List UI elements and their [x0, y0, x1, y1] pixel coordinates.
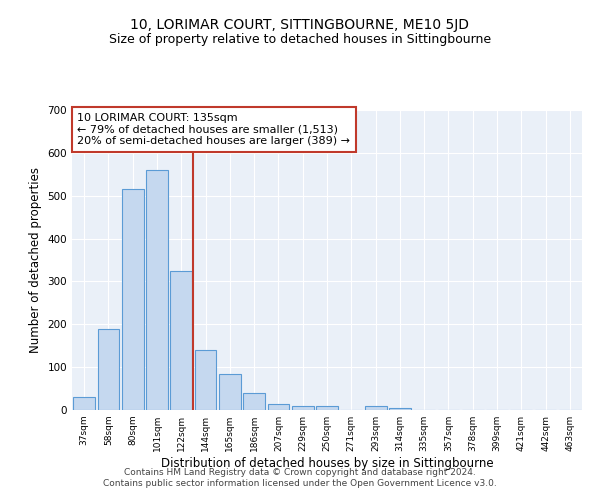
Text: Contains HM Land Registry data © Crown copyright and database right 2024.
Contai: Contains HM Land Registry data © Crown c… [103, 468, 497, 487]
Text: Size of property relative to detached houses in Sittingbourne: Size of property relative to detached ho… [109, 32, 491, 46]
Bar [97, 328, 119, 410]
Text: 10, LORIMAR COURT, SITTINGBOURNE, ME10 5JD: 10, LORIMAR COURT, SITTINGBOURNE, ME10 5… [131, 18, 470, 32]
Bar [243, 393, 265, 410]
Bar [292, 406, 314, 410]
X-axis label: Distribution of detached houses by size in Sittingbourne: Distribution of detached houses by size … [161, 457, 493, 470]
Bar [146, 170, 168, 410]
Bar [268, 404, 289, 410]
Bar [170, 270, 192, 410]
Y-axis label: Number of detached properties: Number of detached properties [29, 167, 42, 353]
Bar [194, 350, 217, 410]
Bar [122, 190, 143, 410]
Bar [219, 374, 241, 410]
Bar [365, 406, 386, 410]
Bar [316, 406, 338, 410]
Bar [73, 397, 95, 410]
Text: 10 LORIMAR COURT: 135sqm
← 79% of detached houses are smaller (1,513)
20% of sem: 10 LORIMAR COURT: 135sqm ← 79% of detach… [77, 113, 350, 146]
Bar [389, 408, 411, 410]
